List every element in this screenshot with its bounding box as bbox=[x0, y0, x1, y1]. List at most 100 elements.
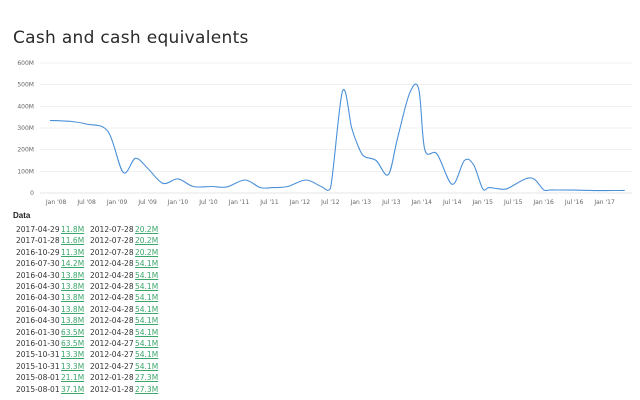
table-row: 2016-04-30 13.8M 2012-04-28 54.1M bbox=[16, 315, 164, 326]
row-date: 2012-04-28 bbox=[90, 327, 134, 337]
x-tick-label: Jul '11 bbox=[259, 199, 279, 206]
row-date: 2012-04-27 bbox=[90, 339, 134, 349]
table-row: 2016-04-30 13.8M 2012-04-28 54.1M bbox=[16, 292, 164, 303]
value-link[interactable]: 63.5M bbox=[61, 339, 85, 349]
row-value: 20.2M bbox=[135, 235, 164, 246]
row-date: 2012-04-28 bbox=[90, 282, 134, 292]
value-link[interactable]: 13.8M bbox=[61, 304, 85, 314]
row-date: 2012-04-28 bbox=[90, 259, 134, 269]
data-table: 2017-04-29 11.8M 2012-07-28 20.2M 2017-01-28… bbox=[16, 224, 164, 395]
series-line bbox=[49, 83, 625, 192]
row-date: 2016-01-30 bbox=[16, 327, 60, 337]
row-value: 13.8M bbox=[61, 315, 90, 326]
value-link[interactable]: 54.1M bbox=[135, 304, 159, 314]
table-row: 2017-04-29 11.8M 2012-07-28 20.2M bbox=[16, 224, 164, 235]
table-row: 2015-10-31 13.3M 2012-04-27 54.1M bbox=[16, 361, 164, 372]
x-tick-label: Jul '15 bbox=[503, 199, 523, 206]
row-value: 63.5M bbox=[61, 327, 90, 338]
row-value: 54.1M bbox=[135, 349, 164, 360]
row-date: 2016-04-30 bbox=[16, 293, 60, 303]
x-tick-label: Jul '13 bbox=[381, 199, 401, 206]
row-value: 54.1M bbox=[135, 327, 164, 338]
value-link[interactable]: 11.6M bbox=[61, 236, 85, 246]
y-tick-label: 400M bbox=[17, 103, 34, 110]
value-link[interactable]: 14.2M bbox=[61, 259, 85, 269]
row-date: 2012-04-28 bbox=[90, 293, 134, 303]
value-link[interactable]: 13.8M bbox=[61, 270, 85, 280]
row-value: 54.1M bbox=[135, 361, 164, 372]
row-date: 2016-04-30 bbox=[16, 282, 60, 292]
row-value: 13.8M bbox=[61, 292, 90, 303]
table-row: 2016-10-29 11.3M 2012-07-28 20.2M bbox=[16, 247, 164, 258]
value-link[interactable]: 54.1M bbox=[135, 316, 159, 326]
row-value: 54.1M bbox=[135, 292, 164, 303]
value-link[interactable]: 54.1M bbox=[135, 270, 159, 280]
y-tick-label: 0 bbox=[30, 190, 34, 197]
value-link[interactable]: 63.5M bbox=[61, 327, 85, 337]
row-value: 13.8M bbox=[61, 304, 90, 315]
page-title: Cash and cash equivalents bbox=[13, 28, 249, 48]
value-link[interactable]: 54.1M bbox=[135, 350, 159, 360]
table-row: 2016-04-30 13.8M 2012-04-28 54.1M bbox=[16, 270, 164, 281]
row-date: 2015-08-01 bbox=[16, 373, 60, 383]
value-link[interactable]: 27.3M bbox=[135, 384, 159, 394]
row-value: 14.2M bbox=[61, 258, 90, 269]
x-tick-label: Jul '14 bbox=[442, 199, 462, 206]
value-link[interactable]: 13.3M bbox=[61, 361, 85, 371]
value-link[interactable]: 20.2M bbox=[135, 236, 159, 246]
row-date: 2016-10-29 bbox=[16, 247, 60, 257]
row-date: 2016-04-30 bbox=[16, 316, 60, 326]
value-link[interactable]: 13.8M bbox=[61, 316, 85, 326]
table-row: 2016-04-30 13.8M 2012-04-28 54.1M bbox=[16, 304, 164, 315]
row-date: 2012-01-28 bbox=[90, 373, 134, 383]
x-tick-label: Jan '08 bbox=[45, 199, 67, 206]
row-value: 13.3M bbox=[61, 349, 90, 360]
value-link[interactable]: 20.2M bbox=[135, 225, 159, 234]
row-date: 2012-07-28 bbox=[90, 225, 134, 234]
row-date: 2015-10-31 bbox=[16, 350, 60, 360]
value-link[interactable]: 27.3M bbox=[135, 373, 159, 383]
row-value: 54.1M bbox=[135, 304, 164, 315]
value-link[interactable]: 13.3M bbox=[61, 350, 85, 360]
row-value: 20.2M bbox=[135, 247, 164, 258]
value-link[interactable]: 21.1M bbox=[61, 373, 85, 383]
value-link[interactable]: 54.1M bbox=[135, 361, 159, 371]
row-date: 2016-04-30 bbox=[16, 270, 60, 280]
y-tick-label: 100M bbox=[17, 168, 34, 175]
row-value: 37.1M bbox=[61, 384, 90, 395]
y-tick-label: 500M bbox=[17, 82, 34, 89]
value-link[interactable]: 20.2M bbox=[135, 247, 159, 257]
data-heading: Data bbox=[13, 211, 31, 220]
row-value: 54.1M bbox=[135, 281, 164, 292]
row-date: 2012-04-28 bbox=[90, 316, 134, 326]
value-link[interactable]: 54.1M bbox=[135, 259, 159, 269]
value-link[interactable]: 11.3M bbox=[61, 247, 85, 257]
x-tick-label: Jul '09 bbox=[137, 199, 157, 206]
value-link[interactable]: 11.8M bbox=[61, 225, 85, 234]
value-link[interactable]: 54.1M bbox=[135, 293, 159, 303]
row-value: 27.3M bbox=[135, 384, 164, 395]
table-row: 2015-08-01 21.1M 2012-01-28 27.3M bbox=[16, 372, 164, 383]
row-value: 54.1M bbox=[135, 315, 164, 326]
value-link[interactable]: 54.1M bbox=[135, 282, 159, 292]
value-link[interactable]: 13.8M bbox=[61, 282, 85, 292]
value-link[interactable]: 13.8M bbox=[61, 293, 85, 303]
row-date: 2017-04-29 bbox=[16, 225, 60, 234]
x-tick-label: Jul '10 bbox=[198, 199, 218, 206]
table-row: 2016-01-30 63.5M 2012-04-28 54.1M bbox=[16, 327, 164, 338]
x-tick-label: Jan '14 bbox=[411, 199, 433, 206]
table-row: 2016-07-30 14.2M 2012-04-28 54.1M bbox=[16, 258, 164, 269]
row-date: 2012-01-28 bbox=[90, 384, 134, 394]
x-tick-label: Jan '09 bbox=[106, 199, 128, 206]
row-date: 2016-01-30 bbox=[16, 339, 60, 349]
table-row: 2015-08-01 37.1M 2012-01-28 27.3M bbox=[16, 384, 164, 395]
row-value: 27.3M bbox=[135, 372, 164, 383]
row-value: 54.1M bbox=[135, 270, 164, 281]
x-tick-label: Jul '08 bbox=[76, 199, 96, 206]
x-tick-label: Jan '16 bbox=[532, 199, 554, 206]
x-axis-ticks: Jan '08 Jul '08 Jan '09 Jul '09 Jan '10 Jul '… bbox=[45, 199, 615, 206]
value-link[interactable]: 54.1M bbox=[135, 339, 159, 349]
value-link[interactable]: 54.1M bbox=[135, 327, 159, 337]
table-row: 2016-01-30 63.5M 2012-04-27 54.1M bbox=[16, 338, 164, 349]
value-link[interactable]: 37.1M bbox=[61, 384, 85, 394]
